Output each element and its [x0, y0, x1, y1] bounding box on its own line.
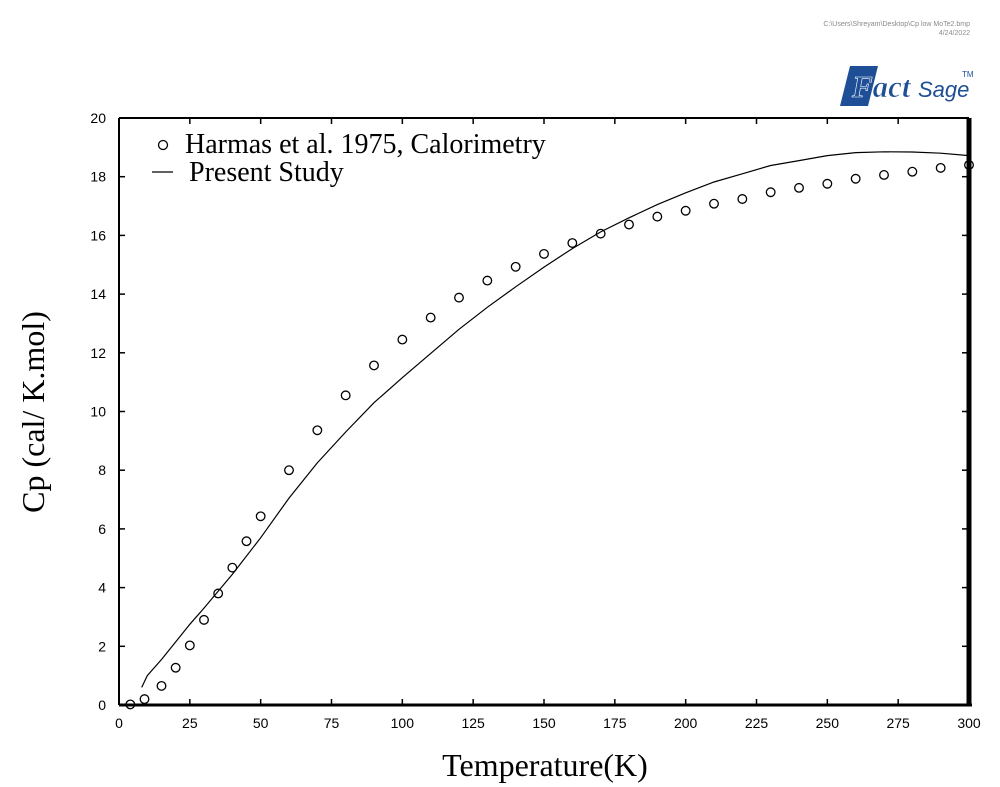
harmas-data-point — [184, 640, 195, 651]
harmas-data-point — [624, 219, 634, 230]
plot-frame — [118, 117, 972, 707]
harmas-data-point — [241, 536, 252, 547]
harmas-data-point — [482, 275, 493, 286]
factsage-logo: Fact Sage TM — [840, 66, 973, 106]
harmas-data-point — [510, 261, 521, 272]
y-tick-label: 2 — [98, 638, 106, 654]
legend-label-present-study: Present Study — [189, 157, 344, 188]
y-tick-label: 4 — [98, 580, 106, 596]
factsage-logo-badge — [840, 66, 878, 106]
y-tick-label: 8 — [98, 462, 106, 478]
harmas-data-point — [156, 680, 167, 691]
file-date-text: 4/24/2022 — [938, 30, 970, 37]
present-study-line — [141, 151, 970, 688]
harmas-data-point — [199, 614, 209, 625]
harmas-data-point — [964, 160, 974, 170]
legend-marker-harmas — [157, 139, 169, 151]
x-tick-label: 175 — [603, 715, 627, 731]
y-tick-label: 6 — [98, 521, 106, 537]
harmas-series — [125, 160, 974, 710]
file-path-text: C:\Users\Shreyam\Desktop\Cp low MoTe2.bm… — [823, 21, 970, 28]
harmas-data-point — [737, 194, 748, 204]
harmas-data-point — [284, 465, 294, 476]
y-tick-label: 18 — [90, 169, 106, 185]
harmas-data-point — [454, 292, 464, 303]
x-tick-label: 75 — [324, 715, 340, 731]
file-path-stamp: C:\Users\Shreyam\Desktop\Cp low MoTe2.bm… — [823, 20, 970, 38]
harmas-data-point — [397, 334, 408, 345]
harmas-data-point — [255, 511, 266, 522]
harmas-data-point — [170, 662, 181, 673]
harmas-data-point — [935, 162, 946, 173]
harmas-data-point — [340, 390, 351, 401]
harmas-data-point — [567, 238, 578, 248]
x-axis-title: Temperature(K) — [442, 747, 648, 783]
x-tick-label: 300 — [957, 715, 981, 731]
x-tick-label: 250 — [816, 715, 840, 731]
legend: Harmas et al. 1975, Calorimetry Present … — [152, 129, 546, 188]
x-tick-label: 200 — [674, 715, 698, 731]
harmas-data-point — [312, 425, 323, 436]
harmas-data-point — [822, 178, 833, 189]
harmas-data-point — [595, 228, 606, 239]
harmas-data-point — [680, 205, 691, 216]
harmas-data-point — [125, 699, 136, 710]
axis-ticks: 0 25 50 75 100 125 150 175 200 225 250 275 300 0 2 4 6 8 1… — [90, 110, 980, 731]
legend-label-harmas: Harmas et al. 1975, Calorimetry — [185, 129, 546, 160]
y-tick-label: 0 — [98, 697, 106, 713]
x-tick-label: 25 — [182, 715, 198, 731]
harmas-data-point — [652, 211, 663, 222]
y-tick-label: 16 — [90, 227, 106, 243]
present-study-series — [141, 151, 970, 688]
harmas-data-point — [879, 169, 889, 180]
harmas-data-point — [907, 166, 918, 177]
y-axis-title: Cp (cal/ K.mol) — [15, 311, 51, 513]
x-tick-label: 50 — [253, 715, 269, 731]
x-tick-label: 225 — [745, 715, 769, 731]
y-tick-label: 10 — [90, 404, 106, 420]
harmas-data-point — [227, 562, 238, 573]
harmas-data-point — [794, 182, 804, 193]
harmas-data-point — [539, 248, 549, 259]
x-tick-label: 0 — [115, 715, 123, 731]
x-tick-label: 100 — [391, 715, 415, 731]
y-tick-label: 14 — [90, 286, 106, 302]
y-tick-label: 20 — [90, 110, 106, 126]
y-tick-label: 12 — [90, 345, 106, 361]
harmas-data-point — [765, 187, 776, 198]
x-tick-label: 125 — [461, 715, 485, 731]
harmas-data-point — [139, 694, 150, 705]
harmas-data-point — [369, 360, 379, 371]
x-tick-label: 275 — [886, 715, 910, 731]
harmas-data-point — [425, 312, 436, 323]
factsage-logo-sage: Sage — [918, 77, 969, 102]
factsage-logo-fact: Fact — [851, 69, 912, 104]
x-tick-label: 150 — [532, 715, 556, 731]
harmas-data-point — [709, 198, 719, 209]
harmas-data-point — [850, 173, 861, 184]
harmas-data-point — [213, 588, 224, 599]
factsage-logo-tm: TM — [962, 70, 973, 79]
